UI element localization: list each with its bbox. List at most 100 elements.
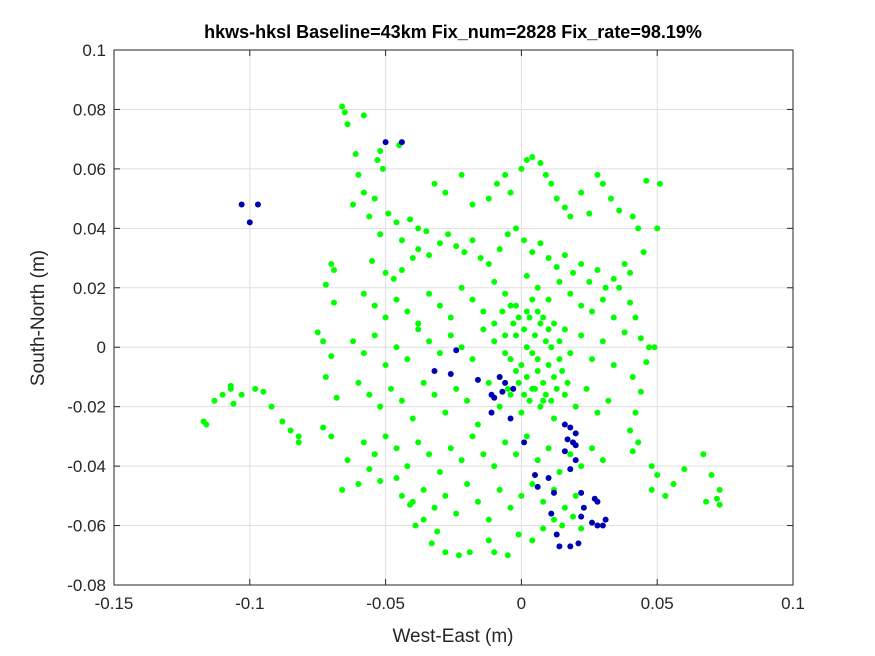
green-data-point: [537, 240, 544, 247]
green-data-point: [442, 409, 449, 416]
green-data-point: [371, 195, 378, 202]
blue-data-point: [502, 379, 509, 386]
blue-data-point: [572, 442, 579, 449]
green-data-point: [393, 219, 400, 226]
green-data-point: [627, 269, 634, 276]
green-data-point: [507, 189, 514, 196]
green-data-point: [512, 451, 519, 458]
green-data-point: [518, 362, 525, 369]
green-data-point: [512, 302, 519, 309]
green-data-point: [382, 269, 389, 276]
green-data-point: [594, 171, 601, 178]
green-data-point: [455, 552, 462, 559]
green-data-point: [654, 225, 661, 232]
green-data-point: [423, 228, 430, 235]
green-data-point: [480, 451, 487, 458]
green-data-point: [502, 171, 509, 178]
green-data-point: [442, 549, 449, 556]
plot-frame: [113, 49, 794, 586]
green-data-point: [550, 373, 557, 380]
green-data-point: [540, 379, 547, 386]
green-data-point: [491, 278, 498, 285]
green-data-point: [385, 210, 392, 217]
green-data-point: [518, 492, 525, 499]
green-data-point: [599, 338, 606, 345]
green-data-point: [662, 492, 669, 499]
green-data-point: [436, 302, 443, 309]
green-data-point: [564, 379, 571, 386]
green-data-point: [339, 103, 346, 110]
green-data-point: [567, 213, 574, 220]
green-data-point: [646, 344, 653, 351]
green-data-point: [469, 356, 476, 363]
blue-data-point: [447, 370, 454, 377]
blue-data-point: [589, 519, 596, 526]
green-data-point: [627, 299, 634, 306]
green-data-point: [447, 332, 454, 339]
green-data-point: [499, 308, 506, 315]
y-axis-label: South-North (m): [28, 250, 49, 386]
green-data-point: [504, 231, 511, 238]
x-tick-label: 0: [517, 594, 526, 613]
green-data-point: [529, 249, 536, 256]
green-data-point: [491, 320, 498, 327]
green-data-point: [219, 391, 226, 398]
x-axis-label: West-East (m): [392, 626, 513, 647]
blue-data-point: [474, 376, 481, 383]
green-data-point: [537, 159, 544, 166]
green-data-point: [464, 480, 471, 487]
green-data-point: [491, 338, 498, 345]
data-points: [200, 103, 723, 559]
green-data-point: [561, 252, 568, 259]
green-data-point: [314, 329, 321, 336]
green-data-point: [409, 498, 416, 505]
green-data-point: [542, 391, 549, 398]
green-data-point: [469, 237, 476, 244]
green-data-point: [561, 504, 568, 511]
x-tick-label: -0.1: [235, 594, 264, 613]
green-data-point: [431, 180, 438, 187]
green-data-point: [561, 326, 568, 333]
green-data-point: [287, 427, 294, 434]
green-data-point: [542, 171, 549, 178]
green-data-point: [529, 537, 536, 544]
green-data-point: [466, 549, 473, 556]
green-data-point: [507, 391, 514, 398]
green-data-point: [531, 385, 538, 392]
blue-data-point: [580, 504, 587, 511]
green-data-point: [553, 385, 560, 392]
green-data-point: [545, 445, 552, 452]
green-data-point: [515, 531, 522, 538]
green-data-point: [382, 433, 389, 440]
green-data-point: [502, 290, 509, 297]
green-data-point: [523, 272, 530, 279]
y-tick-label: 0.02: [73, 279, 106, 298]
green-data-point: [496, 246, 503, 253]
green-data-point: [434, 528, 441, 535]
green-data-point: [360, 290, 367, 297]
green-data-point: [442, 492, 449, 499]
green-data-point: [529, 480, 536, 487]
green-data-point: [390, 275, 397, 282]
green-data-point: [426, 338, 433, 345]
green-data-point: [629, 213, 636, 220]
green-data-point: [404, 308, 411, 315]
green-data-point: [540, 314, 547, 321]
green-data-point: [461, 249, 468, 256]
green-data-point: [379, 165, 386, 172]
green-data-point: [556, 338, 563, 345]
green-data-point: [504, 385, 511, 392]
green-data-point: [561, 391, 568, 398]
green-data-point: [485, 261, 492, 267]
green-data-point: [393, 296, 400, 303]
green-data-point: [599, 180, 606, 187]
green-data-point: [447, 445, 454, 452]
green-data-point: [526, 314, 533, 321]
green-data-point: [436, 240, 443, 247]
green-data-point: [393, 344, 400, 351]
blue-data-point: [594, 522, 601, 529]
green-data-point: [578, 189, 585, 196]
green-data-point: [567, 350, 574, 357]
blue-data-point: [453, 347, 460, 354]
green-data-point: [504, 552, 511, 559]
